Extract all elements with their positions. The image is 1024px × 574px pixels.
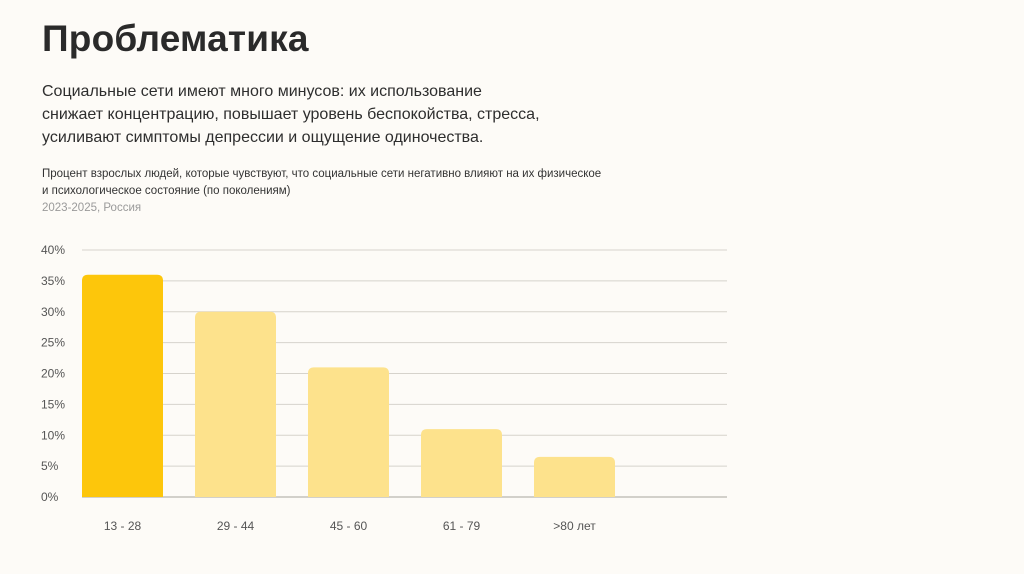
x-tick-label: 29 - 44 [217, 519, 255, 533]
y-tick-label: 25% [41, 336, 65, 350]
x-tick-label: 13 - 28 [104, 519, 142, 533]
page-title: Проблематика [42, 18, 309, 59]
chart-title-line: Процент взрослых людей, которые чувствую… [42, 168, 602, 180]
chart-title-line: и психологическое состояние (по поколени… [42, 185, 291, 197]
y-tick-label: 30% [41, 305, 65, 319]
bar-4 [421, 429, 502, 497]
bar-1 [82, 274, 163, 497]
y-tick-label: 15% [41, 397, 65, 411]
y-tick-label: 10% [41, 428, 65, 442]
lead-line: усиливают симптомы депрессии и ощущение … [42, 129, 484, 146]
chart-subtitle: 2023-2025, Россия [42, 202, 142, 214]
bar-2 [195, 311, 276, 497]
y-tick-label: 35% [41, 274, 65, 288]
x-tick-label: 45 - 60 [330, 519, 368, 533]
x-tick-label: >80 лет [553, 519, 596, 533]
chart-caption: Процент взрослых людей, которые чувствую… [42, 166, 601, 217]
lead-line: снижает концентрацию, повышает уровень б… [42, 106, 540, 123]
y-tick-label: 0% [41, 490, 59, 504]
y-tick-label: 5% [41, 459, 59, 473]
lead-text: Социальные сети имеют много минусов: их … [42, 80, 540, 149]
bar-5 [534, 456, 615, 497]
x-tick-label: 61 - 79 [443, 519, 481, 533]
bar-3 [308, 367, 389, 497]
y-tick-label: 20% [41, 367, 65, 381]
lead-line: Социальные сети имеют много минусов: их … [42, 83, 482, 100]
y-tick-label: 40% [41, 243, 65, 257]
